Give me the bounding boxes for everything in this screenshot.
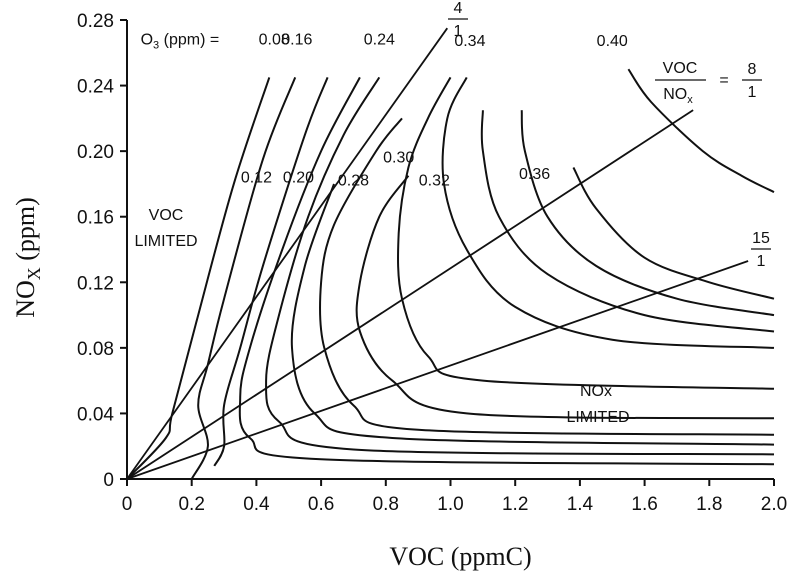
x-tick-label: 0 — [122, 494, 133, 515]
ratio-label-4-1: 41 — [448, 0, 468, 40]
nox-limited-label: NOx — [580, 383, 612, 400]
y-tick-label: 0.04 — [77, 404, 114, 425]
ratio-label-nox: NOx — [663, 86, 693, 106]
isopleth-label: 0.24 — [364, 32, 395, 49]
x-tick-label: 2.0 — [761, 494, 787, 515]
isopleth-label: 0.32 — [419, 173, 450, 190]
ratio-line-8-1 — [126, 109, 694, 480]
ratio-denominator: 1 — [454, 23, 463, 40]
isopleth-0-12 — [190, 77, 297, 480]
isopleth-0-40 — [627, 68, 775, 193]
y-axis-title: NOX (ppm) — [11, 197, 44, 318]
x-tick-label: 1.6 — [631, 494, 657, 515]
ratio-numerator: 15 — [752, 230, 770, 247]
ozone-isopleths — [126, 68, 775, 480]
ratio-numerator: 8 — [748, 61, 757, 78]
isopleth-0-34 — [397, 76, 775, 390]
isopleth-0-30 — [318, 117, 775, 436]
x-tick-label: 0.2 — [178, 494, 204, 515]
isopleth-unlabeled — [480, 110, 775, 333]
ratio-label-equals: = — [719, 72, 728, 89]
axes: 0 0.2 0.4 0.6 0.8 1.0 1.2 1.4 1.6 1.8 2.0 0 0.04 0.08… — [11, 11, 787, 571]
y-tick-label: 0.08 — [77, 339, 114, 360]
isopleth-label: 0.12 — [241, 169, 272, 186]
x-axis-title: VOC (ppmC) — [389, 542, 531, 571]
ratio-label-15-1: 151 — [751, 230, 771, 270]
ratio-label-voc: VOC — [663, 60, 698, 77]
ozone-legend-prefix: O3 (ppm) = — [141, 32, 220, 52]
isopleth-label: 0.30 — [383, 150, 414, 167]
isopleth-unlabeled — [572, 167, 775, 300]
isopleth-0-20 — [238, 76, 775, 466]
y-tick-label: 0.16 — [77, 208, 114, 229]
voc-nox-ratio-lines — [126, 27, 749, 480]
ratio-line-15-1 — [126, 260, 749, 480]
nox-limited-label: LIMITED — [566, 409, 629, 426]
y-tick-label: 0 — [103, 470, 114, 491]
isopleth-label: 0.34 — [454, 33, 485, 50]
x-tick-label: 1.0 — [437, 494, 463, 515]
ratio-numerator: 4 — [454, 0, 463, 17]
ratio-denominator: 1 — [748, 84, 757, 101]
chart-labels: 0.08 0.12 0.16 0.20 0.24 0.28 0.30 0.32 0.34 0.36… — [134, 0, 771, 426]
ratio-label-8-1: VOC NOx = — [655, 60, 729, 106]
y-tick-label: 0.28 — [77, 11, 114, 32]
x-tick-label: 0.4 — [243, 494, 270, 515]
isopleth-label: 0.28 — [338, 173, 369, 190]
isopleth-0-32 — [355, 175, 775, 420]
y-tick-label: 0.24 — [77, 77, 114, 98]
isopleth-label: 0.40 — [597, 33, 628, 50]
isopleth-label: 0.08 — [259, 32, 290, 49]
isopleth-label: 0.36 — [519, 166, 550, 183]
x-tick-label: 1.8 — [696, 494, 722, 515]
x-tick-label: 0.6 — [308, 494, 334, 515]
isopleth-label: 0.16 — [281, 32, 312, 49]
ratio-label-8-1-fraction: 81 — [742, 61, 762, 101]
isopleth-0-36 — [441, 76, 775, 349]
isopleth-label: 0.20 — [283, 169, 314, 186]
y-tick-label: 0.12 — [77, 273, 114, 294]
ratio-line-4-1 — [126, 27, 448, 480]
x-tick-label: 1.4 — [567, 494, 594, 515]
isopleth-0-16 — [213, 77, 329, 467]
ratio-denominator: 1 — [757, 253, 766, 270]
voc-limited-label: LIMITED — [134, 233, 197, 250]
y-tick-label: 0.20 — [77, 142, 114, 163]
voc-limited-label: VOC — [149, 207, 184, 224]
isopleth-0-08 — [126, 77, 271, 480]
isopleth-unlabeled — [520, 110, 775, 317]
isopleth-0-24 — [265, 76, 775, 456]
x-tick-label: 0.8 — [373, 494, 399, 515]
x-tick-label: 1.2 — [502, 494, 528, 515]
isopleth-0-28 — [290, 183, 775, 446]
